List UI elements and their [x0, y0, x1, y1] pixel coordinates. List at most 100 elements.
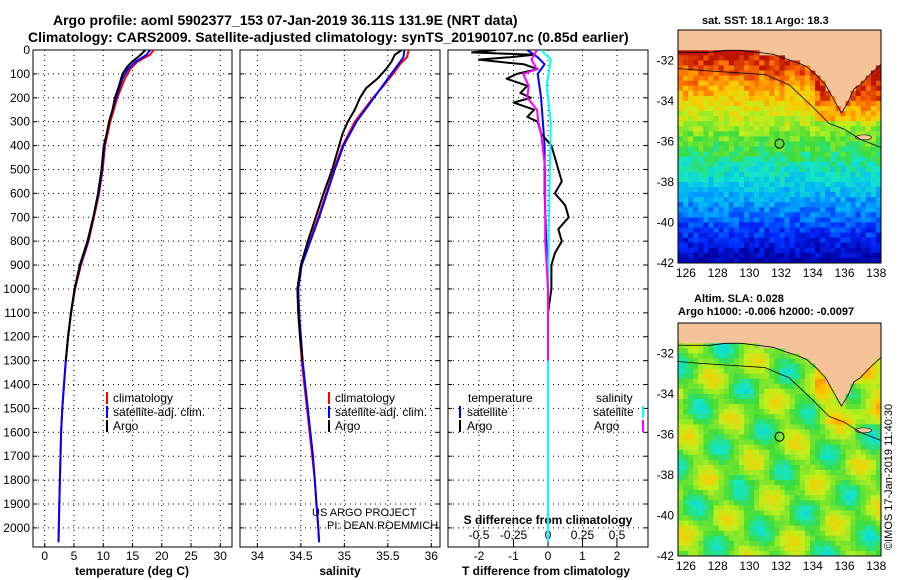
map-cell [875, 520, 881, 527]
map-cell [759, 424, 765, 430]
map-cell [759, 176, 765, 183]
map-cell [860, 419, 867, 425]
map-cell [779, 414, 785, 420]
map-cell [835, 444, 841, 451]
map-cell [683, 348, 689, 354]
map-cell [840, 480, 846, 486]
map-cell [875, 207, 881, 213]
map-cell [850, 202, 857, 208]
map-cell [865, 85, 872, 92]
map-cell [718, 60, 725, 66]
longitude-tick-label: 126 [676, 266, 696, 280]
map-cell [703, 202, 709, 208]
map-cell [815, 480, 821, 486]
map-cell [855, 116, 862, 122]
map-cell [784, 530, 791, 537]
map-cell [825, 505, 831, 511]
map-cell [693, 136, 699, 142]
map-cell [815, 505, 821, 511]
map-cell [840, 257, 846, 263]
map-cell [718, 181, 725, 188]
map-cell [728, 202, 735, 208]
map-cell [698, 187, 704, 193]
map-cell [769, 156, 775, 163]
map-cell [784, 500, 791, 506]
map-cell [708, 444, 714, 451]
map-cell [764, 207, 770, 213]
map-cell [870, 444, 877, 451]
map-cell [769, 161, 775, 168]
map-cell [774, 146, 780, 152]
map-cell [804, 439, 811, 445]
map-cell [799, 510, 806, 516]
map-cell [754, 530, 760, 537]
map-cell [850, 161, 857, 168]
map-cell [789, 404, 796, 410]
map-cell [860, 192, 867, 198]
map-cell [825, 383, 831, 390]
map-cell [678, 388, 684, 395]
map-cell [713, 404, 719, 410]
map-cell [743, 65, 750, 71]
map-cell [815, 207, 821, 213]
map-cell [703, 469, 709, 476]
map-cell [769, 171, 775, 178]
map-cell [728, 515, 735, 521]
map-cell [845, 176, 851, 183]
map-cell [678, 242, 684, 249]
map-cell [870, 95, 877, 102]
map-cell [723, 414, 730, 420]
map-cell [860, 156, 867, 163]
map-cell [754, 363, 760, 369]
map-cell [708, 156, 714, 163]
map-cell [749, 459, 755, 466]
map-cell [749, 100, 755, 107]
map-cell [708, 217, 714, 223]
map-cell [789, 257, 796, 263]
legend-climatology-label: climatology [335, 391, 395, 405]
map-cell [708, 212, 714, 218]
map-cell [678, 393, 684, 400]
map-cell [789, 530, 796, 537]
map-cell [850, 449, 857, 456]
map-cell [733, 383, 740, 390]
map-cell [723, 100, 730, 107]
map-cell [804, 398, 811, 405]
map-cell [723, 151, 730, 158]
map-cell [794, 550, 801, 556]
map-cell [840, 176, 846, 183]
map-cell [769, 222, 775, 228]
map-cell [799, 414, 806, 420]
map-cell [723, 388, 730, 395]
map-cell [794, 207, 801, 213]
map-cell [870, 550, 877, 556]
map-cell [804, 75, 811, 82]
map-cell [804, 136, 811, 142]
map-cell [743, 187, 750, 193]
map-cell [698, 227, 704, 234]
map-cell [870, 232, 877, 239]
map-cell [855, 171, 862, 178]
project-credit-line2: PI: DEAN ROEMMICH [327, 520, 438, 532]
map-cell [809, 474, 816, 481]
map-cell [688, 202, 694, 208]
map-cell [769, 520, 775, 527]
map-cell [850, 181, 857, 188]
map-cell [789, 252, 796, 259]
map-cell [830, 227, 836, 234]
map-cell [804, 545, 811, 552]
map-cell [693, 393, 699, 400]
map-cell [769, 363, 775, 369]
map-cell [754, 141, 760, 147]
map-cell [698, 429, 704, 435]
map-cell [860, 80, 867, 87]
map-cell [835, 439, 841, 445]
map-cell [678, 424, 684, 430]
map-cell [875, 151, 881, 158]
map-cell [738, 515, 745, 521]
map-cell [870, 197, 877, 203]
map-cell [845, 166, 851, 173]
map-cell [688, 232, 694, 239]
map-cell [850, 525, 857, 532]
map-cell [723, 429, 730, 435]
